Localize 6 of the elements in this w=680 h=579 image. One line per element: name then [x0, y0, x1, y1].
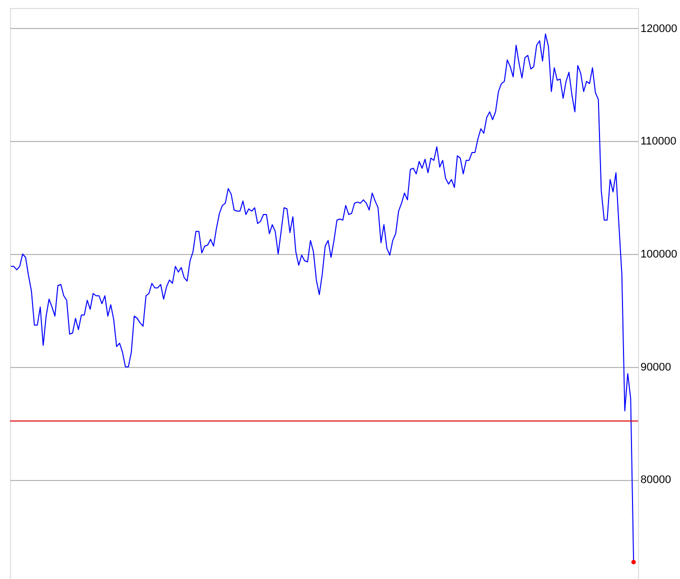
y-tick-label: 100000 [640, 248, 678, 261]
line-series [10, 33, 634, 563]
y-tick-label: 80000 [640, 474, 672, 486]
y-tick-label: 90000 [640, 361, 672, 374]
y-tick-label: 110000 [640, 136, 676, 148]
y-tick-label: 120000 [640, 22, 678, 35]
